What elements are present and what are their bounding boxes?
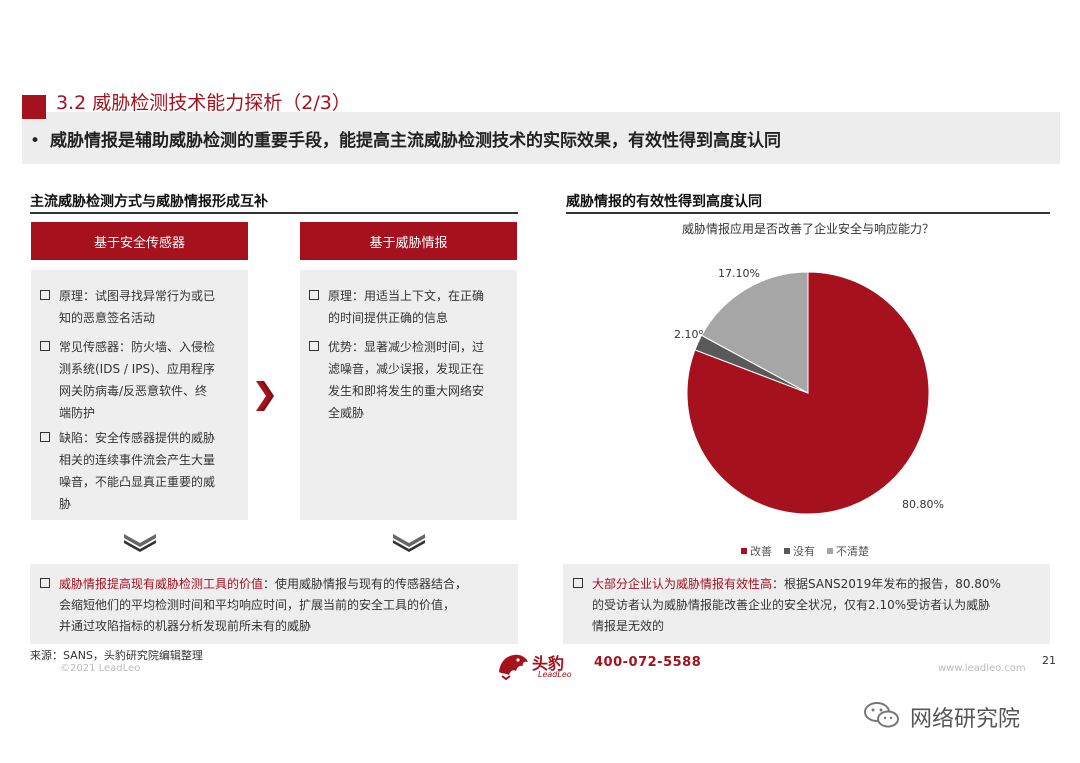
right-conclusion-text: 大部分企业认为威胁情报有效性高：根据SANS2019年发布的报告，80.80% … bbox=[573, 574, 1047, 637]
pie-data-label: 2.10% bbox=[674, 328, 709, 341]
right-conclusion-box bbox=[563, 564, 1050, 644]
intel-item-principle: 原理：用适当上下文，在正确 的时间提供正确的信息 bbox=[309, 285, 484, 329]
source-note: 来源：SANS，头豹研究院编辑整理 bbox=[30, 649, 203, 662]
card-intel-header: 基于威胁情报 bbox=[300, 222, 517, 260]
checkbox-icon bbox=[40, 432, 50, 442]
checkbox-icon bbox=[40, 341, 50, 351]
checkbox-icon bbox=[573, 578, 583, 588]
card-intel-body bbox=[300, 270, 517, 520]
phone-number: 400-072-5588 bbox=[594, 655, 702, 670]
watermark-text: 网络研究院 bbox=[910, 707, 1021, 732]
logo-text: 头豹 bbox=[532, 654, 565, 673]
right-section-title: 威胁情报的有效性得到高度认同 bbox=[566, 194, 762, 210]
leopard-logo-icon bbox=[499, 654, 528, 680]
pie-data-label: 80.80% bbox=[902, 498, 944, 511]
checkbox-icon bbox=[309, 341, 319, 351]
logo-subtext: LeadLeo bbox=[538, 670, 572, 679]
legend-label: 没有 bbox=[793, 544, 815, 558]
page-title: 3.2 威胁检测技术能力探析（2/3） bbox=[56, 92, 351, 114]
checkbox-icon bbox=[309, 290, 319, 300]
sensor-item-defect: 缺陷：安全传感器提供的威胁 相关的连续事件流会产生大量 噪音，不能凸显真正重要的… bbox=[40, 427, 215, 515]
sensor-item-principle: 原理：试图寻找异常行为或已 知的恶意签名活动 bbox=[40, 285, 215, 329]
checkbox-icon bbox=[40, 290, 50, 300]
legend-swatch bbox=[784, 548, 790, 554]
chevron-right-icon bbox=[256, 381, 274, 411]
copyright: ©2021 LeadLeo bbox=[60, 663, 141, 674]
wechat-icon bbox=[864, 702, 899, 728]
page-number: 21 bbox=[1042, 654, 1056, 667]
card-sensor-body bbox=[31, 270, 248, 520]
chevron-down-icon bbox=[393, 534, 425, 552]
chevron-down-icon bbox=[124, 534, 156, 552]
sensor-item-common: 常见传感器：防火墙、入侵检 测系统(IDS / IPS)、应用程序 网关防病毒/… bbox=[40, 336, 215, 424]
left-section-title: 主流威胁检测方式与威胁情报形成互补 bbox=[30, 194, 268, 210]
chart-title: 威胁情报应用是否改善了企业安全与响应能力？ bbox=[681, 222, 934, 236]
card-sensor-header: 基于安全传感器 bbox=[31, 222, 248, 260]
left-conclusion-text: 威胁情报提高现有威胁检测工具的价值：使用威胁情报与现有的传感器结合， 会缩短他们… bbox=[40, 574, 516, 637]
pie-data-label: 17.10% bbox=[718, 267, 760, 280]
pie-chart: 80.80% 2.10% 17.10% 改善 没有 不清楚 bbox=[674, 267, 944, 558]
summary-band bbox=[22, 112, 1060, 164]
left-conclusion-box bbox=[30, 564, 518, 644]
website: www.leadleo.com bbox=[938, 663, 1026, 674]
left-section-rule bbox=[30, 212, 518, 214]
legend-swatch bbox=[827, 548, 833, 554]
legend-label: 不清楚 bbox=[836, 544, 869, 558]
legend-label: 改善 bbox=[750, 544, 772, 558]
intel-item-advantage: 优势：显著减少检测时间，过 滤噪音，减少误报，发现正在 发生和即将发生的重大网络… bbox=[309, 336, 484, 424]
title-marker bbox=[22, 95, 46, 119]
summary-line: 威胁情报是辅助威胁检测的重要手段，能提高主流威胁检测技术的实际效果，有效性得到高… bbox=[50, 131, 781, 151]
right-section-rule bbox=[566, 212, 1050, 214]
legend-swatch bbox=[741, 548, 747, 554]
summary-text: • 威胁情报是辅助威胁检测的重要手段，能提高主流威胁检测技术的实际效果，有效性得到… bbox=[30, 126, 781, 151]
pie-slice-2 bbox=[700, 271, 809, 394]
checkbox-icon bbox=[40, 578, 50, 588]
summary-bullet: • bbox=[30, 131, 41, 151]
